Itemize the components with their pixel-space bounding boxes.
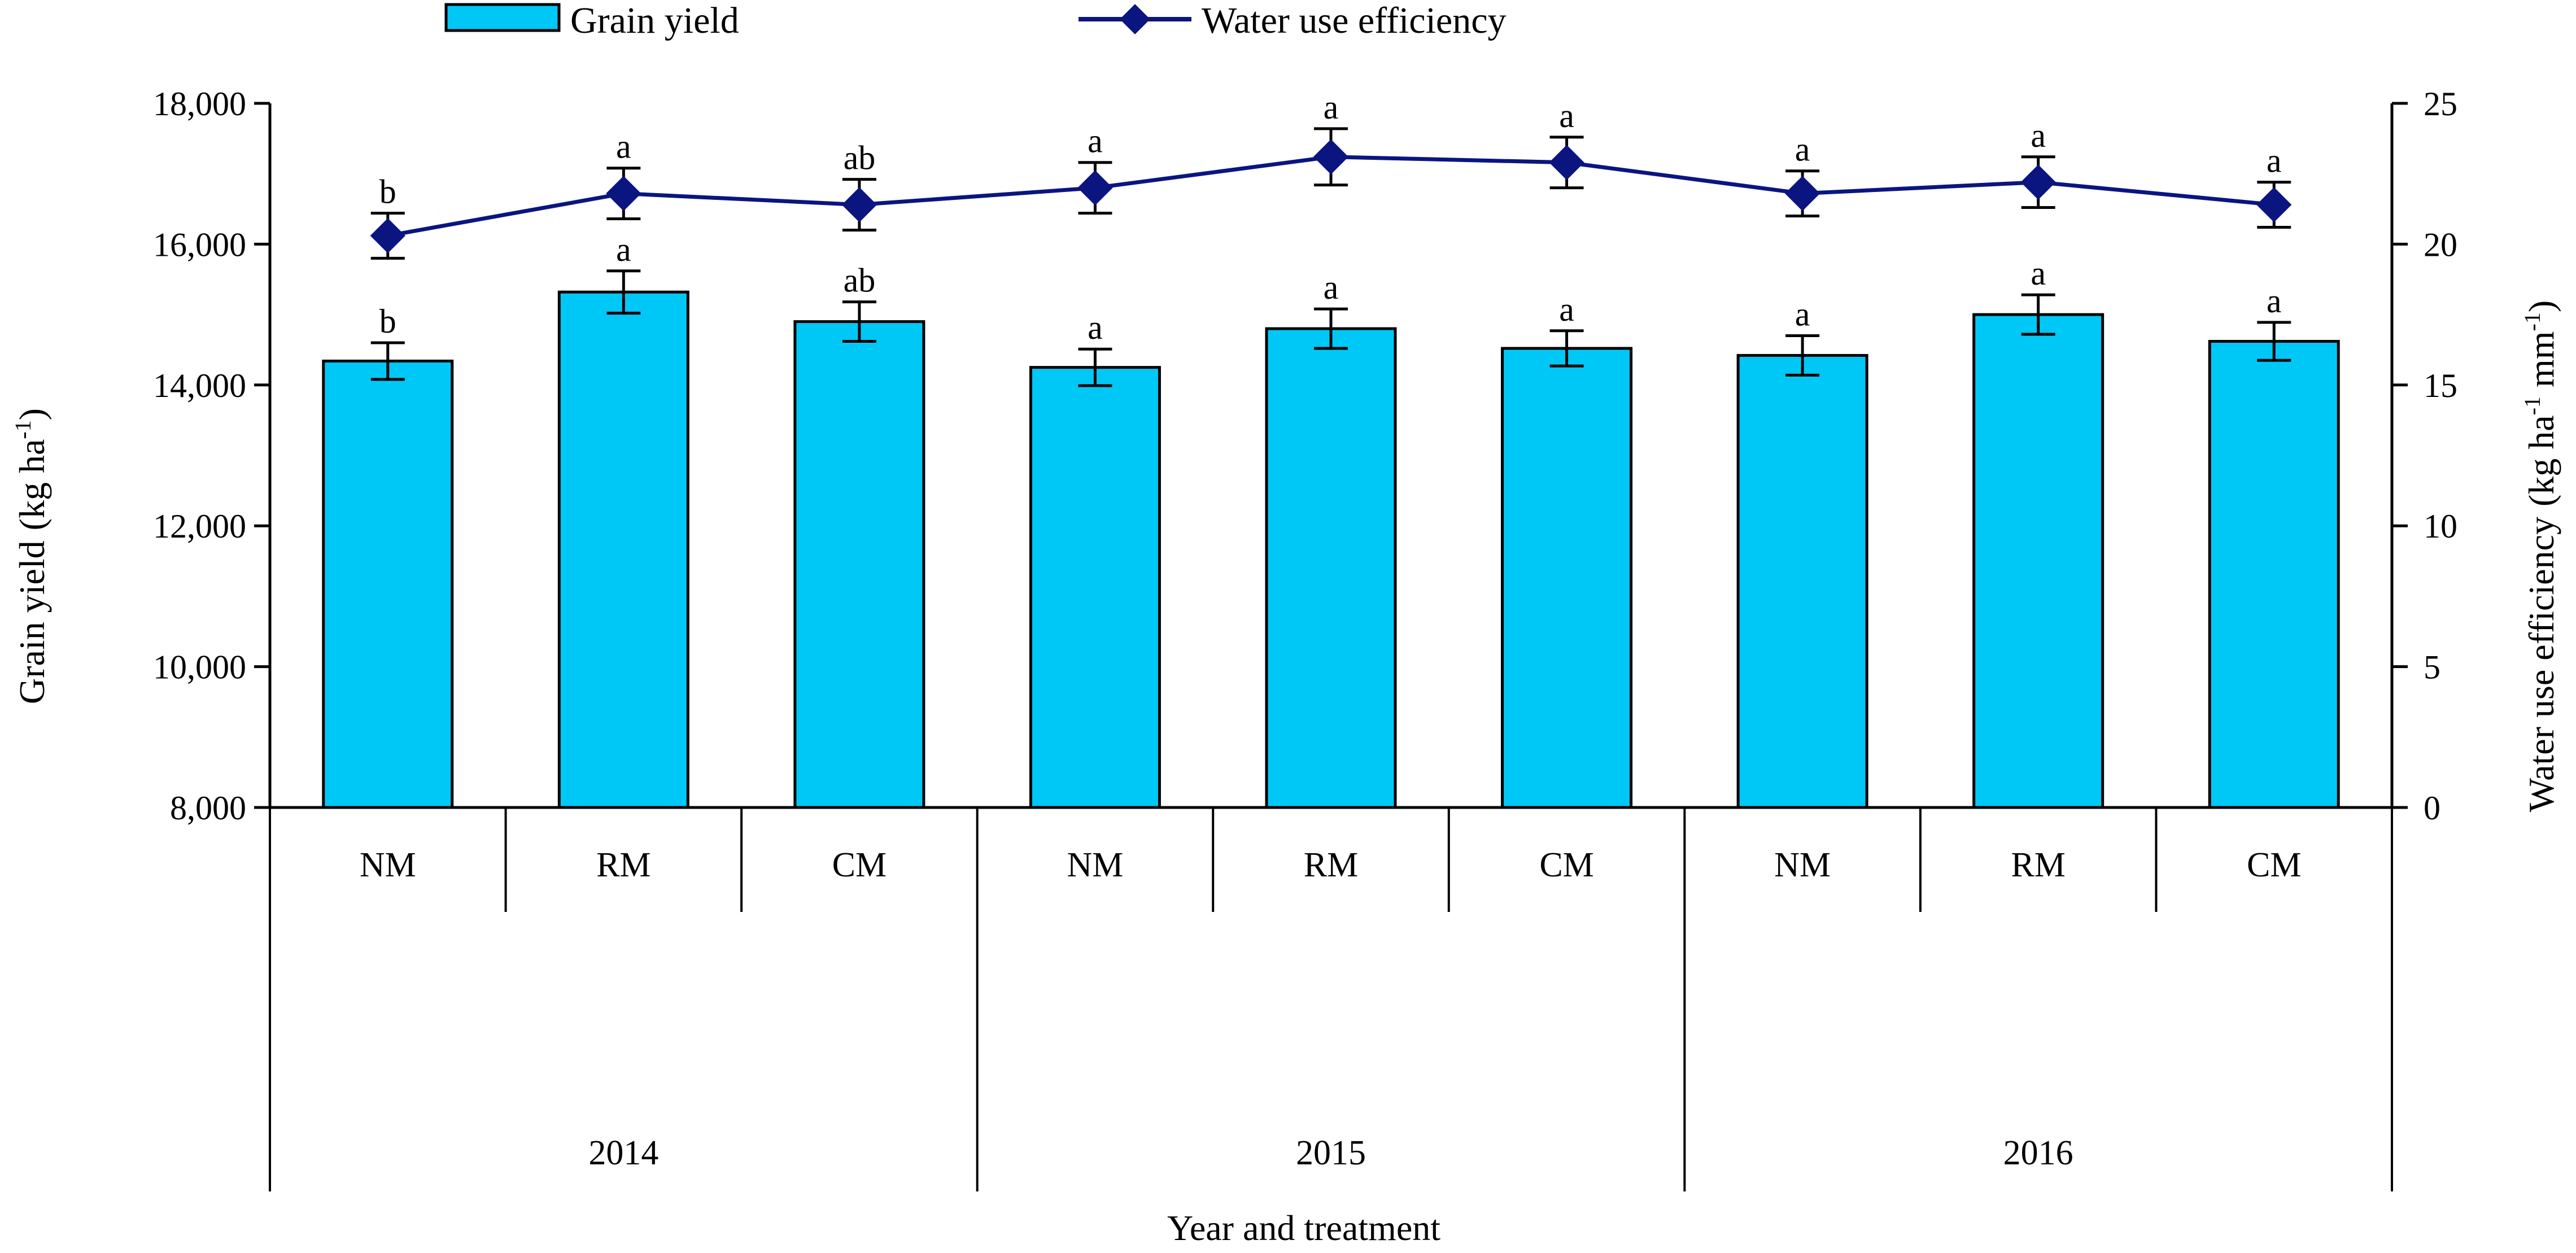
bar-grain-yield <box>557 290 689 809</box>
left-axis-unit-end: ) <box>12 408 52 420</box>
wue-significance-label: b <box>379 173 396 211</box>
bar-grain-yield <box>1736 353 1868 809</box>
wue-point <box>370 218 405 254</box>
left-axis-unit: (kg ha <box>12 439 52 531</box>
left-axis-title: Grain yield (kg ha-1) <box>10 408 52 704</box>
bar-significance-label: b <box>379 303 396 340</box>
wue-point <box>1549 145 1584 180</box>
wue-point <box>606 176 641 211</box>
right-axis-tick-label: 20 <box>2424 226 2457 263</box>
left-axis-tick-label: 14,000 <box>153 367 246 404</box>
bar-significance-label: a <box>2267 282 2282 320</box>
legend-label-wue: Water use efficiency <box>1202 0 1507 41</box>
bar-grain-yield <box>1972 313 2105 809</box>
legend-swatch-grain-yield <box>444 3 561 32</box>
bar-grain-yield <box>1265 327 1397 809</box>
x-category-label: NM <box>1067 846 1123 884</box>
bar-grain-yield <box>322 359 454 809</box>
bar-significance-label: a <box>616 231 631 268</box>
x-category-label: CM <box>832 846 887 884</box>
x-category-label: RM <box>1304 846 1358 884</box>
wue-point <box>841 187 877 222</box>
wue-point <box>2020 164 2056 200</box>
legend-marker-wue <box>1120 4 1150 34</box>
x-category-label: CM <box>2247 846 2301 884</box>
x-category-label: RM <box>2011 846 2065 884</box>
wue-significance-label: a <box>1559 97 1574 134</box>
left-axis-unit-sup: -1 <box>10 420 36 439</box>
left-axis-tick-label: 16,000 <box>153 226 246 263</box>
bar-significance-label: ab <box>844 262 876 299</box>
right-axis-tick-label: 10 <box>2424 508 2457 545</box>
x-axis-title: Year and treatment <box>1167 1208 1440 1248</box>
bar-significance-label: a <box>1795 296 1810 333</box>
right-axis-tick-label: 25 <box>2424 85 2457 123</box>
right-axis-unit: (kg ha <box>2521 415 2561 507</box>
bar-grain-yield <box>1029 366 1161 809</box>
bar-significance-label: a <box>1088 309 1103 346</box>
wue-point <box>1313 139 1349 174</box>
wue-significance-label: a <box>1795 131 1810 168</box>
left-axis-tick-label: 12,000 <box>153 508 246 545</box>
wue-significance-label: a <box>2267 142 2282 180</box>
wue-significance-label: a <box>1088 123 1103 160</box>
right-axis-title: Water use efficiency(kg ha-1 mm-1) <box>2520 300 2561 812</box>
left-axis-tick-label: 8,000 <box>170 789 246 827</box>
bar-significance-label: a <box>2031 255 2046 292</box>
x-category-label: RM <box>596 846 650 884</box>
right-axis-unit-end: ) <box>2521 300 2561 312</box>
wue-point <box>2256 187 2292 222</box>
bar-grain-yield <box>1501 347 1633 809</box>
right-axis-tick-label: 5 <box>2424 649 2440 686</box>
bar-significance-label: a <box>1559 291 1574 328</box>
legend: Grain yield Water use efficiency <box>444 0 1507 41</box>
x-group-label: 2014 <box>588 1134 658 1172</box>
left-axis-tick-label: 18,000 <box>153 85 246 123</box>
left-axis-tick-label: 10,000 <box>153 649 246 686</box>
bar-significance-label: a <box>1324 269 1339 306</box>
legend-label-grain-yield: Grain yield <box>570 0 739 41</box>
x-group-label: 2016 <box>2003 1134 2073 1172</box>
x-category-label: NM <box>1774 846 1831 884</box>
wue-significance-label: a <box>616 128 631 165</box>
wue-significance-label: ab <box>844 139 876 177</box>
x-category-label: NM <box>360 846 416 884</box>
x-group-label: 2015 <box>1296 1134 1366 1172</box>
wue-significance-label: a <box>2031 117 2046 154</box>
wue-significance-label: a <box>1324 89 1339 126</box>
wue-point <box>1784 176 1820 211</box>
wue-point <box>1077 170 1113 206</box>
right-axis-unit-sup1: -1 <box>2520 396 2545 415</box>
right-axis-tick-label: 15 <box>2424 367 2457 404</box>
right-axis-title-text: Water use efficiency <box>2521 517 2561 812</box>
right-axis-tick-label: 0 <box>2424 789 2440 827</box>
right-axis-unit-mid: mm <box>2521 331 2561 396</box>
right-axis-unit-sup2: -1 <box>2520 312 2545 331</box>
x-category-label: CM <box>1539 846 1593 884</box>
bar-grain-yield <box>2208 339 2340 809</box>
left-axis-title-text: Grain yield <box>12 540 52 704</box>
bar-grain-yield <box>793 320 925 809</box>
